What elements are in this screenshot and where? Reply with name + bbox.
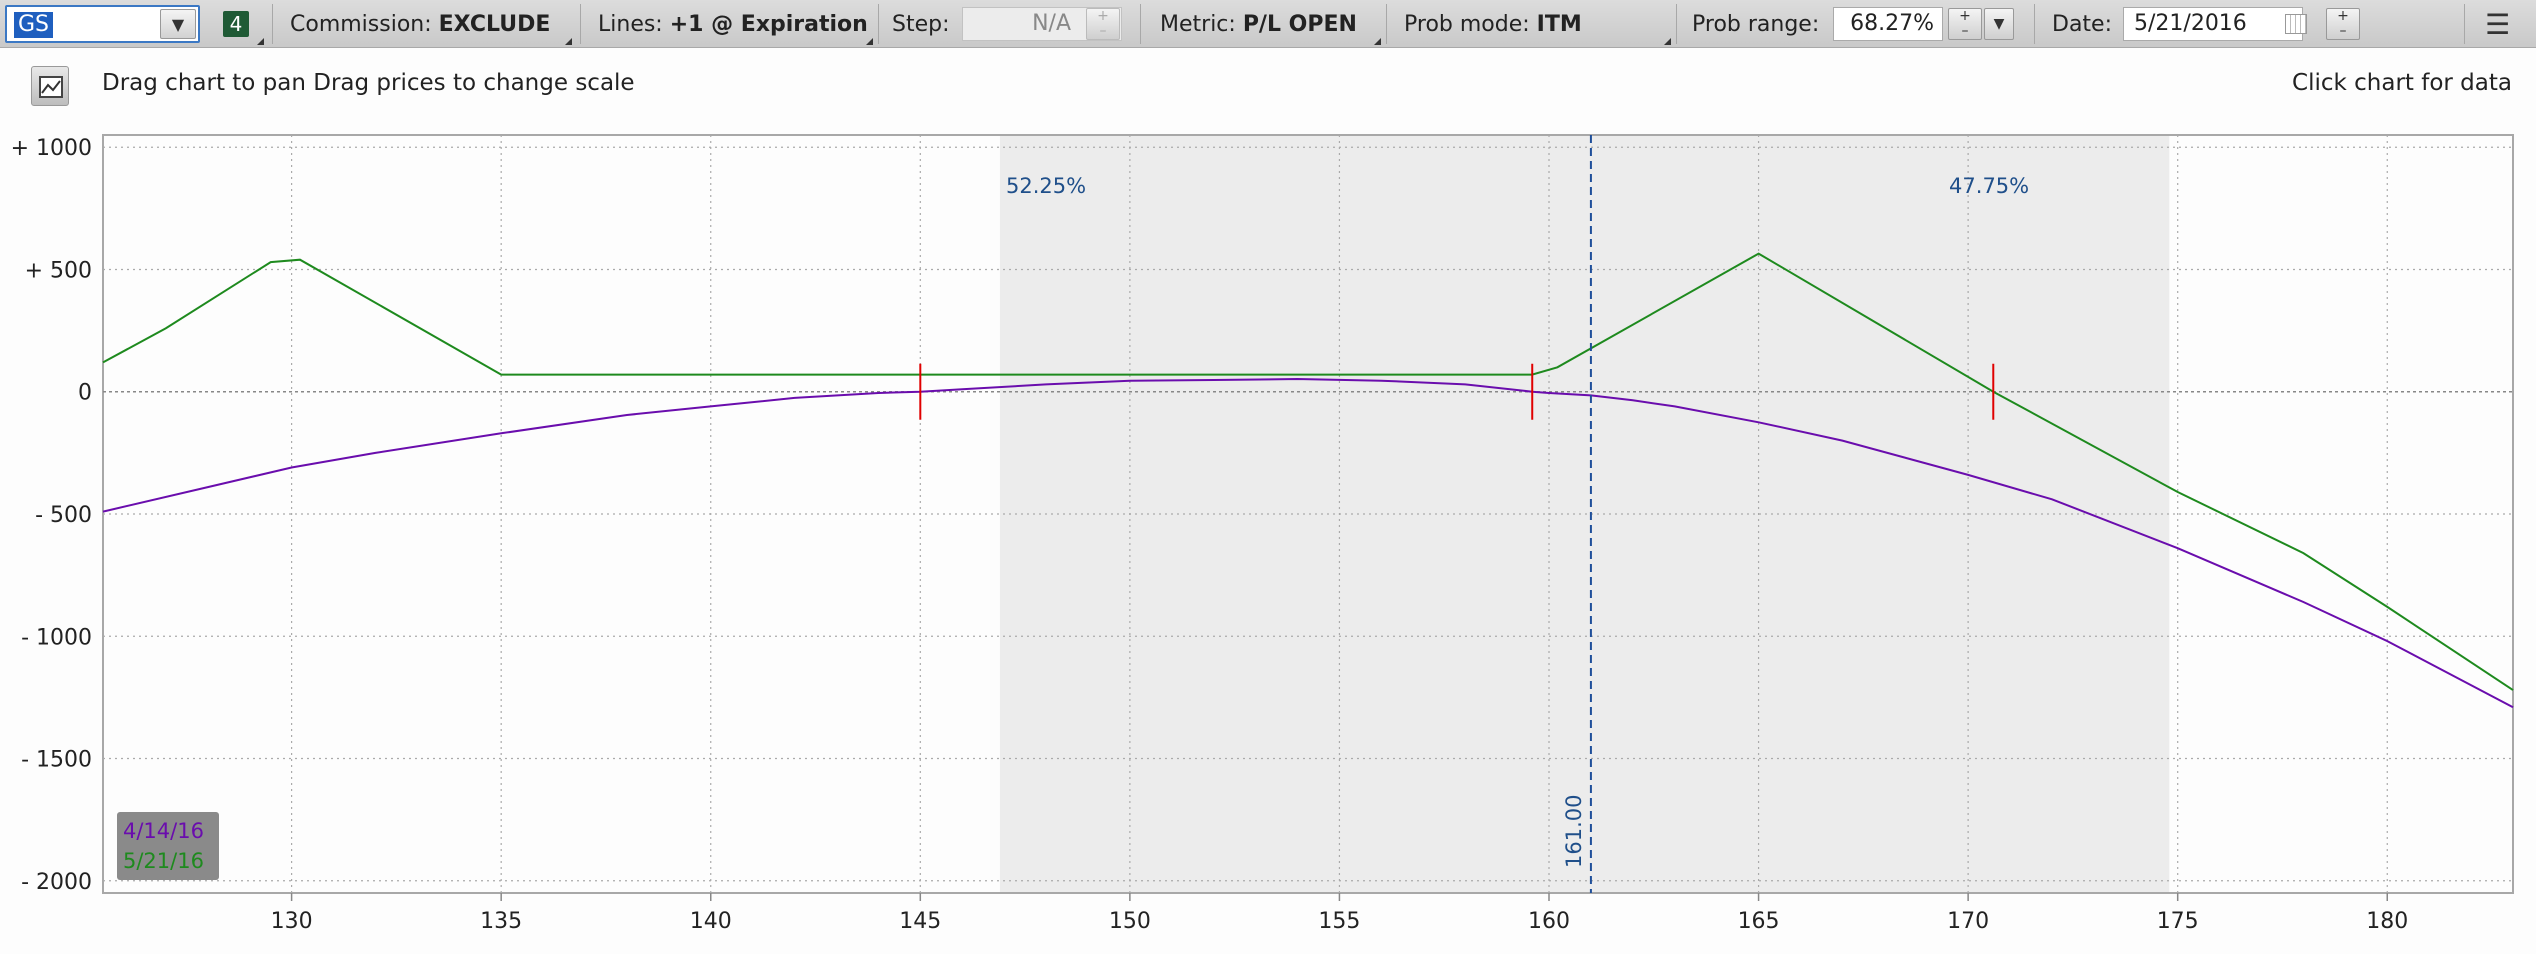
minus-icon[interactable]: – <box>1961 23 1969 39</box>
x-tick-label: 135 <box>480 909 522 934</box>
corner-indicator-icon <box>866 38 873 45</box>
date-input[interactable]: 5/21/2016 <box>2123 7 2303 41</box>
legend-box <box>117 812 219 880</box>
divider <box>1386 4 1387 44</box>
commission-label: Commission: <box>290 11 432 37</box>
divider <box>2034 4 2035 44</box>
lines-control[interactable]: Lines: +1 @ Expiration <box>598 0 868 48</box>
corner-indicator-icon <box>565 38 572 45</box>
x-tick-label: 130 <box>271 909 313 934</box>
probability-label: 47.75% <box>1949 174 2029 198</box>
probability-range-band <box>999 136 2170 892</box>
prob-range-label: Prob range: <box>1692 11 1820 37</box>
x-tick-label: 165 <box>1738 909 1780 934</box>
divider <box>272 4 273 44</box>
prob-mode-value[interactable]: ITM <box>1536 11 1582 37</box>
y-tick-label: - 1500 <box>21 748 92 773</box>
minus-icon[interactable]: – <box>2339 23 2347 39</box>
x-tick-label: 155 <box>1318 909 1360 934</box>
divider <box>580 4 581 44</box>
prob-mode-label: Prob mode: <box>1404 11 1530 37</box>
minus-icon[interactable]: – <box>1099 23 1107 39</box>
corner-indicator-icon <box>257 38 264 45</box>
corner-indicator-icon <box>1374 38 1381 45</box>
plus-icon[interactable]: + <box>2337 8 2349 24</box>
click-hint: Click chart for data <box>2292 70 2512 96</box>
plus-icon[interactable]: + <box>1959 8 1971 24</box>
commission-control[interactable]: Commission: EXCLUDE <box>290 0 550 48</box>
metric-control[interactable]: Metric: P/L OPEN <box>1160 0 1357 48</box>
prob-range-spinner[interactable]: + – <box>1948 8 1982 40</box>
x-tick-label: 175 <box>2157 909 2199 934</box>
probability-label: 52.25% <box>1006 174 1086 198</box>
lines-value[interactable]: +1 @ Expiration <box>669 11 868 37</box>
corner-indicator-icon <box>1664 38 1671 45</box>
commission-value[interactable]: EXCLUDE <box>438 11 551 37</box>
y-tick-label: - 500 <box>35 503 92 528</box>
dropdown-arrow-icon[interactable]: ▼ <box>160 9 196 39</box>
dropdown-arrow-icon[interactable]: ▼ <box>1984 8 2014 40</box>
symbol-input[interactable]: GS <box>14 12 54 38</box>
chart-settings-button[interactable] <box>31 66 69 106</box>
x-tick-label: 170 <box>1947 909 1989 934</box>
drag-hint: Drag chart to pan Drag prices to change … <box>102 70 635 96</box>
legend-entry: 4/14/16 <box>123 819 204 843</box>
prob-range-input[interactable]: 68.27% <box>1833 7 1943 41</box>
date-spinner[interactable]: + – <box>2326 8 2360 40</box>
chart-icon <box>39 76 63 98</box>
calendar-icon[interactable] <box>2285 14 2307 34</box>
y-tick-label: 0 <box>78 381 92 406</box>
legend-entry: 5/21/16 <box>123 849 204 873</box>
lines-label: Lines: <box>598 11 663 37</box>
divider <box>1140 4 1141 44</box>
step-label: Step: <box>892 11 950 37</box>
y-tick-label: + 500 <box>25 258 92 283</box>
series-line-1 <box>102 377 2514 709</box>
date-label: Date: <box>2052 11 2112 37</box>
y-tick-label: + 1000 <box>11 136 92 161</box>
x-tick-label: 150 <box>1109 909 1151 934</box>
metric-label: Metric: <box>1160 11 1236 37</box>
y-tick-label: - 1000 <box>21 625 92 650</box>
divider <box>878 4 879 44</box>
divider <box>2464 4 2465 44</box>
divider <box>1676 4 1677 44</box>
x-tick-label: 140 <box>690 909 732 934</box>
x-tick-label: 180 <box>2366 909 2408 934</box>
current-price-label: 161.00 <box>1562 795 1586 868</box>
prob-mode-control[interactable]: Prob mode: ITM <box>1404 0 1582 48</box>
x-tick-label: 145 <box>899 909 941 934</box>
link-group-badge[interactable]: 4 <box>223 11 249 37</box>
symbol-selector[interactable]: GS ▼ <box>5 5 200 43</box>
x-tick-label: 160 <box>1528 909 1570 934</box>
y-tick-label: - 2000 <box>21 870 92 895</box>
menu-icon[interactable]: ☰ <box>2485 7 2511 41</box>
metric-value[interactable]: P/L OPEN <box>1242 11 1357 37</box>
plus-icon[interactable]: + <box>1097 8 1109 24</box>
step-spinner[interactable]: + – <box>1086 8 1120 40</box>
date-value[interactable]: 5/21/2016 <box>2134 11 2247 36</box>
toolbar: GS ▼ 4 Commission: EXCLUDE Lines: +1 @ E… <box>0 0 2536 48</box>
